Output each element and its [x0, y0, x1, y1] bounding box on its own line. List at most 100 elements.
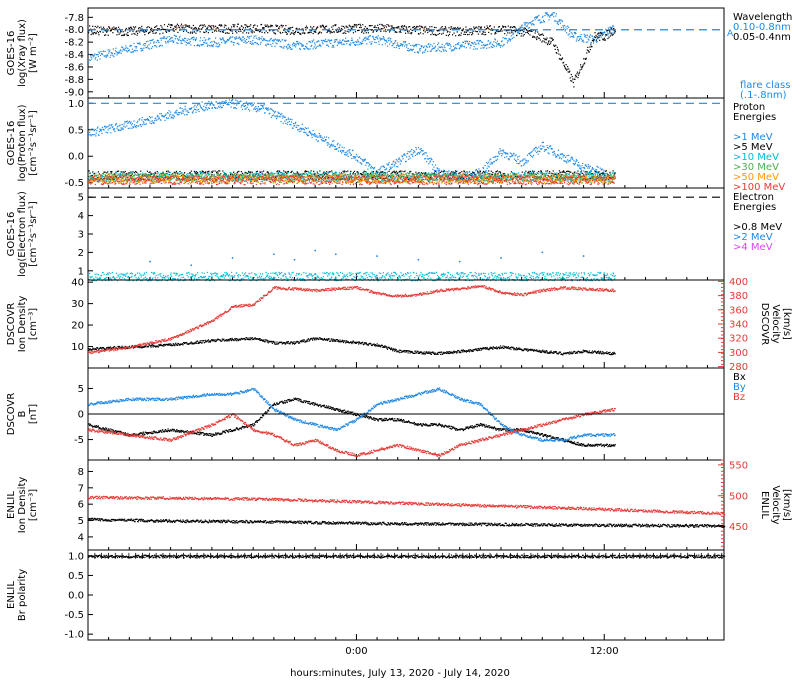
data-point — [408, 179, 409, 180]
data-point — [208, 101, 209, 102]
data-point — [118, 34, 119, 35]
data-point — [313, 26, 314, 27]
data-point — [546, 149, 547, 150]
data-point — [380, 168, 381, 169]
data-point — [236, 38, 237, 39]
data-point — [164, 116, 165, 117]
data-point — [193, 110, 194, 111]
data-point — [175, 112, 176, 113]
data-point — [407, 45, 408, 46]
data-point — [464, 171, 465, 172]
data-point — [503, 150, 504, 151]
data-point — [513, 30, 514, 31]
data-point — [258, 106, 259, 107]
data-point — [164, 24, 165, 25]
data-point — [116, 128, 117, 129]
data-point — [241, 26, 242, 27]
data-point — [227, 32, 228, 33]
data-point — [287, 30, 288, 31]
data-point — [545, 42, 546, 43]
data-point — [108, 35, 109, 36]
data-point — [196, 171, 197, 172]
data-point — [586, 171, 587, 172]
data-point — [580, 171, 581, 172]
data-point — [541, 22, 542, 23]
data-point — [473, 172, 474, 173]
data-point — [403, 41, 404, 42]
data-point — [304, 132, 305, 133]
data-point — [557, 47, 558, 48]
data-point — [465, 26, 466, 27]
data-point — [488, 40, 489, 41]
data-point — [514, 159, 515, 160]
data-point — [225, 173, 226, 174]
data-point — [395, 163, 396, 164]
data-point — [584, 34, 585, 35]
data-point — [525, 23, 526, 24]
data-point — [125, 45, 126, 46]
data-point — [552, 38, 553, 39]
data-point — [606, 170, 607, 171]
data-point — [134, 50, 135, 51]
data-point — [360, 162, 361, 163]
data-point — [584, 168, 585, 169]
data-point — [280, 41, 281, 42]
data-point — [397, 42, 398, 43]
data-point — [351, 158, 352, 159]
data-point — [99, 131, 100, 132]
data-point — [388, 162, 389, 163]
data-point — [273, 114, 274, 115]
data-point — [179, 37, 180, 38]
data-point — [255, 109, 256, 110]
data-point — [335, 41, 336, 42]
data-point — [107, 132, 108, 133]
data-point — [497, 156, 498, 157]
data-point — [593, 41, 594, 42]
data-point — [376, 172, 377, 173]
data-point — [408, 50, 409, 51]
data-point — [387, 38, 388, 39]
data-point — [541, 171, 542, 172]
data-point — [375, 37, 376, 38]
data-point — [400, 45, 401, 46]
data-point — [267, 108, 268, 109]
data-point — [95, 129, 96, 130]
data-point — [231, 26, 232, 27]
data-point — [593, 168, 594, 169]
data-point — [433, 161, 434, 162]
data-point — [196, 28, 197, 29]
data-point — [341, 44, 342, 45]
data-point — [583, 170, 584, 171]
data-point — [228, 104, 229, 105]
data-point — [472, 171, 473, 172]
data-point — [250, 180, 251, 181]
data-point — [356, 42, 357, 43]
data-point — [425, 158, 426, 159]
data-point — [142, 50, 143, 51]
data-point — [93, 32, 94, 33]
data-point — [265, 112, 266, 113]
data-point — [379, 24, 380, 25]
data-point — [458, 173, 459, 174]
data-point — [97, 126, 98, 127]
data-point — [224, 24, 225, 25]
data-point — [475, 31, 476, 32]
data-point — [184, 172, 185, 173]
data-point — [488, 162, 489, 163]
data-point — [438, 42, 439, 43]
data-point — [467, 34, 468, 35]
data-point — [104, 35, 105, 36]
data-point — [365, 159, 366, 160]
data-point — [188, 26, 189, 27]
data-point — [209, 38, 210, 39]
data-point — [397, 160, 398, 161]
data-point — [307, 135, 308, 136]
data-point — [236, 174, 237, 175]
data-point — [151, 28, 152, 29]
data-point — [528, 28, 529, 29]
data-point — [548, 40, 549, 41]
data-point — [221, 107, 222, 108]
data-point — [610, 27, 611, 28]
data-point — [353, 26, 354, 27]
data-point — [540, 145, 541, 146]
